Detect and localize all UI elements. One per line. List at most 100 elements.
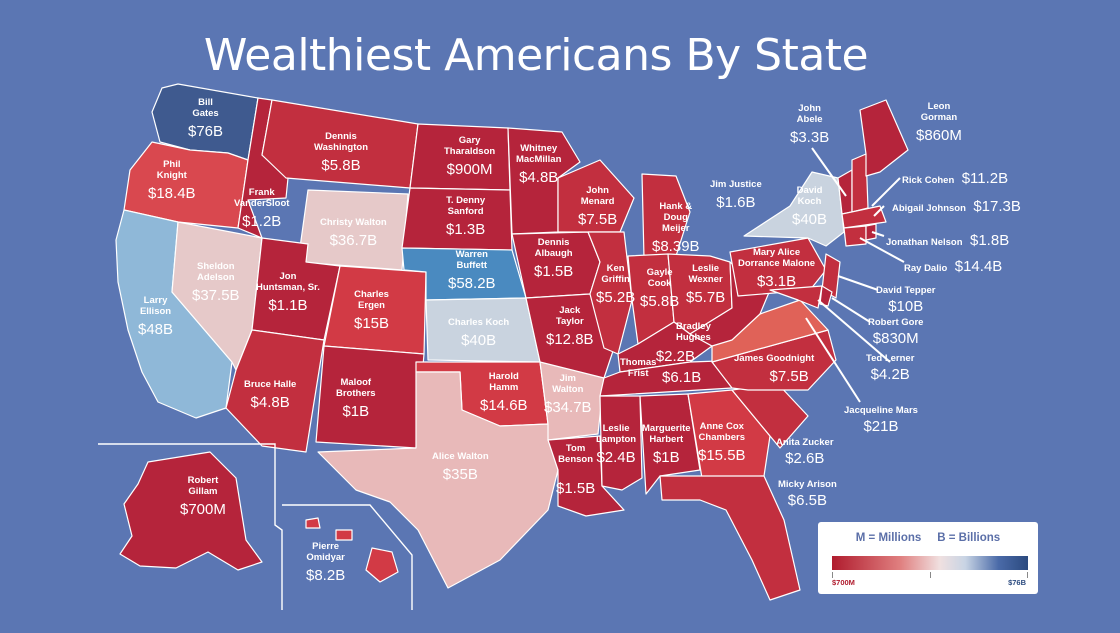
- value: $10B: [888, 297, 924, 315]
- value: $1.1B: [268, 296, 308, 314]
- state-illinois: [587, 231, 633, 355]
- value: $76B: [188, 122, 224, 140]
- name-line: Robert: [187, 475, 219, 486]
- value: $48B: [138, 320, 174, 338]
- value: $1.6B: [716, 193, 756, 211]
- label-kansas: Charles Koch $40B: [448, 317, 509, 349]
- name-line: Jacqueline Mars: [844, 405, 918, 416]
- name-line: David: [796, 185, 823, 196]
- name-line: Pierre: [312, 541, 340, 552]
- state-alaska: [119, 451, 263, 571]
- label-utah: Jon Huntsman, Sr. $1.1B: [256, 271, 320, 314]
- name-line: Hank &: [659, 201, 693, 212]
- state-alabama: [639, 393, 701, 495]
- legend-tick: [930, 572, 931, 578]
- label-delaware: Robert Gore $830M: [868, 317, 924, 347]
- label-arizona: Bruce Halle $4.8B: [244, 379, 296, 411]
- label-indiana: Gayle Cook $5.8B: [640, 267, 679, 310]
- name-line: Hughes: [676, 331, 711, 343]
- name-line: Gillam: [188, 485, 218, 497]
- label-missouri: Jack Taylor $12.8B: [546, 305, 594, 348]
- name-line: Koch: [797, 195, 822, 207]
- name-line: Washington: [314, 141, 368, 153]
- value: $830M: [872, 329, 919, 347]
- value: $58.2B: [448, 274, 496, 292]
- name-line: Sheldon: [197, 261, 235, 272]
- name-line: Dennis: [537, 237, 570, 248]
- value: $15B: [354, 314, 390, 332]
- name-line: Bill: [198, 97, 213, 108]
- name-line: Anne Cox: [699, 421, 744, 432]
- label-new-jersey: David Tepper $10B: [876, 285, 936, 315]
- value: $6.5B: [787, 491, 827, 509]
- name-line: Leslie: [602, 423, 630, 434]
- label-maine: Leon Gorman $860M: [916, 101, 962, 144]
- name-line: Dorrance Malone: [738, 257, 816, 269]
- label-ohio: Leslie Wexner $5.7B: [686, 263, 726, 306]
- value: $7.5B: [769, 367, 809, 385]
- value: $21B: [863, 417, 899, 435]
- name-line: Chambers: [698, 431, 745, 443]
- name-line: Bradley: [676, 321, 711, 332]
- label-north-carolina: James Goodnight $7.5B: [734, 353, 815, 385]
- value: $5.2B: [596, 288, 636, 306]
- state-hawaii-1: [305, 517, 321, 529]
- name-line: Doug: [663, 211, 688, 223]
- label-mississippi: Leslie Lampton $2.4B: [596, 423, 636, 466]
- name-line: Gary: [458, 135, 481, 146]
- label-nebraska: Warren Buffett $58.2B: [448, 249, 496, 292]
- value: $34.7B: [544, 398, 592, 416]
- name-line: Larry: [143, 295, 168, 306]
- label-south-dakota: T. Denny Sanford $1.3B: [446, 195, 485, 238]
- state-massachusetts: [841, 205, 887, 229]
- name-line: Omidyar: [306, 551, 345, 563]
- name-line: Alice Walton: [432, 451, 489, 462]
- name-line: James Goodnight: [734, 353, 815, 364]
- label-nevada: Sheldon Adelson $37.5B: [192, 261, 240, 304]
- name-line: VanderSloot: [234, 197, 290, 209]
- name-line: Frank: [248, 187, 275, 198]
- value: $1.5B: [556, 479, 596, 497]
- label-oregon: Phil Knight $18.4B: [148, 159, 196, 202]
- value: $7.5B: [578, 210, 618, 228]
- value: $12.8B: [546, 330, 594, 348]
- name-line: Taylor: [555, 315, 584, 327]
- name-line: Abele: [796, 113, 823, 125]
- name-line: Adelson: [197, 271, 235, 283]
- value: $17.3B: [973, 198, 1021, 215]
- name-line: Brothers: [336, 387, 376, 399]
- label-pennsylvania: Mary Alice Dorrance Malone $3.1B: [738, 247, 816, 290]
- name-line: Ken: [606, 263, 625, 274]
- value: $2.2B: [655, 347, 696, 365]
- state-arizona: [225, 329, 325, 453]
- label-new-york: David Koch $40B: [792, 185, 827, 228]
- value: $5.8B: [321, 156, 361, 174]
- label-california: Larry Ellison $48B: [138, 295, 174, 338]
- map-title: Wealthiest Americans By State: [203, 30, 869, 81]
- name-line: Knight: [156, 169, 187, 181]
- value: $1.2B: [242, 212, 282, 230]
- legend-tick: [832, 572, 833, 578]
- label-louisiana: Tom Benson $1.5B: [556, 443, 596, 497]
- name-line: Tom: [565, 443, 586, 454]
- label-minnesota: Whitney MacMillan $4.8B: [516, 143, 561, 186]
- name-line: Albaugh: [534, 247, 573, 259]
- label-washington: Bill Gates $76B: [188, 97, 224, 140]
- label-connecticut: Ray Dalio $14.4B: [904, 258, 1002, 276]
- value: $2.6B: [785, 449, 825, 467]
- value: $1B: [342, 402, 370, 420]
- value: $8.39B: [652, 237, 700, 255]
- name-line: Buffett: [456, 259, 488, 271]
- label-new-hampshire: Rick Cohen $11.2B: [902, 170, 1008, 188]
- label-idaho: Frank VanderSloot $1.2B: [234, 187, 290, 230]
- name-line: Wexner: [688, 273, 723, 285]
- label-wyoming: Christy Walton $36.7B: [320, 217, 387, 249]
- value: $2.4B: [596, 448, 636, 466]
- value: $5.7B: [686, 288, 726, 306]
- name-line: David Tepper: [876, 285, 936, 296]
- label-arkansas: Jim Walton $34.7B: [544, 373, 592, 416]
- name-line: Robert Gore: [868, 317, 924, 328]
- name-line: Benson: [558, 453, 594, 465]
- name-line: Thomas: [620, 357, 657, 368]
